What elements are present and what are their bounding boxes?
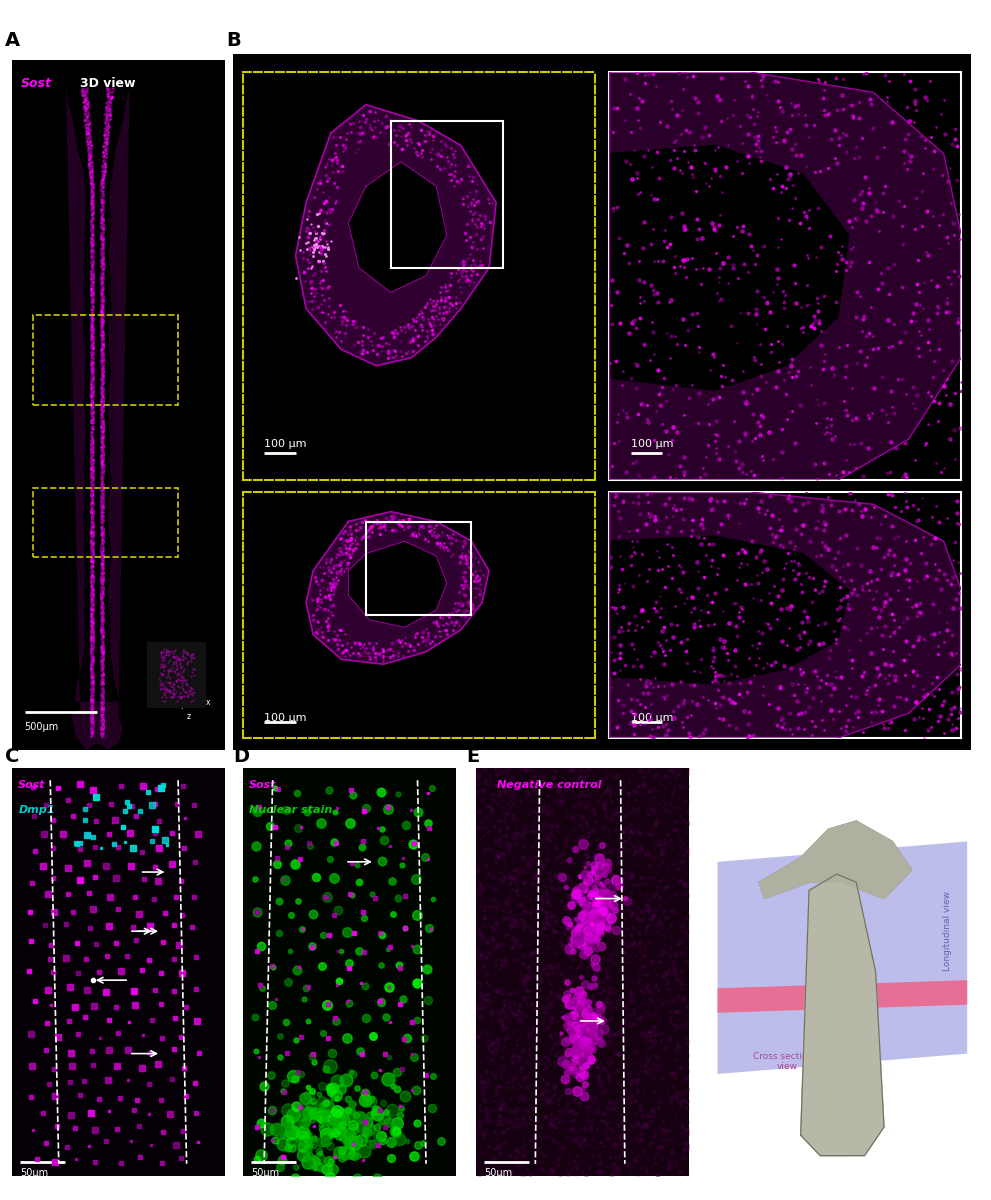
Text: Sost: Sost [249,780,276,791]
Text: Nuclear stain: Nuclear stain [249,805,332,815]
Text: 50μm: 50μm [252,1168,279,1178]
Polygon shape [801,874,884,1156]
Polygon shape [717,980,967,1013]
Text: Dmp1: Dmp1 [18,805,55,815]
Text: Longitudinal view: Longitudinal view [943,892,952,971]
Polygon shape [306,511,490,665]
Text: 100 μm: 100 μm [630,439,673,449]
Polygon shape [759,821,912,899]
Text: 3D view: 3D view [80,77,136,90]
Text: Sost: Sost [248,72,282,85]
Text: 50μm: 50μm [485,1168,512,1178]
Text: 500μm: 500μm [25,722,58,732]
Text: 100 μm: 100 μm [264,713,306,724]
Text: A: A [5,31,20,49]
Text: y: y [178,674,182,683]
Text: z: z [186,712,190,721]
Text: B: B [226,31,241,49]
Text: 100 μm: 100 μm [264,439,306,449]
Polygon shape [821,890,856,1156]
Polygon shape [295,104,496,366]
Text: 100 μm: 100 μm [630,713,673,724]
Polygon shape [65,88,130,750]
Polygon shape [349,541,447,628]
Polygon shape [349,162,447,293]
Polygon shape [717,841,967,1074]
Text: Cross sectional
view: Cross sectional view [753,1052,821,1072]
Polygon shape [801,874,884,1156]
Polygon shape [609,492,961,738]
Polygon shape [609,536,848,684]
Text: 50μm: 50μm [21,1168,49,1178]
Polygon shape [609,145,848,390]
Polygon shape [759,821,912,899]
Text: C: C [5,746,20,766]
Text: D: D [233,746,249,766]
Text: Negative control: Negative control [496,780,602,791]
Polygon shape [609,72,961,480]
Text: Sost: Sost [21,77,52,90]
Text: E: E [466,746,479,766]
Text: Sost: Sost [18,780,46,791]
Text: x: x [206,698,210,707]
